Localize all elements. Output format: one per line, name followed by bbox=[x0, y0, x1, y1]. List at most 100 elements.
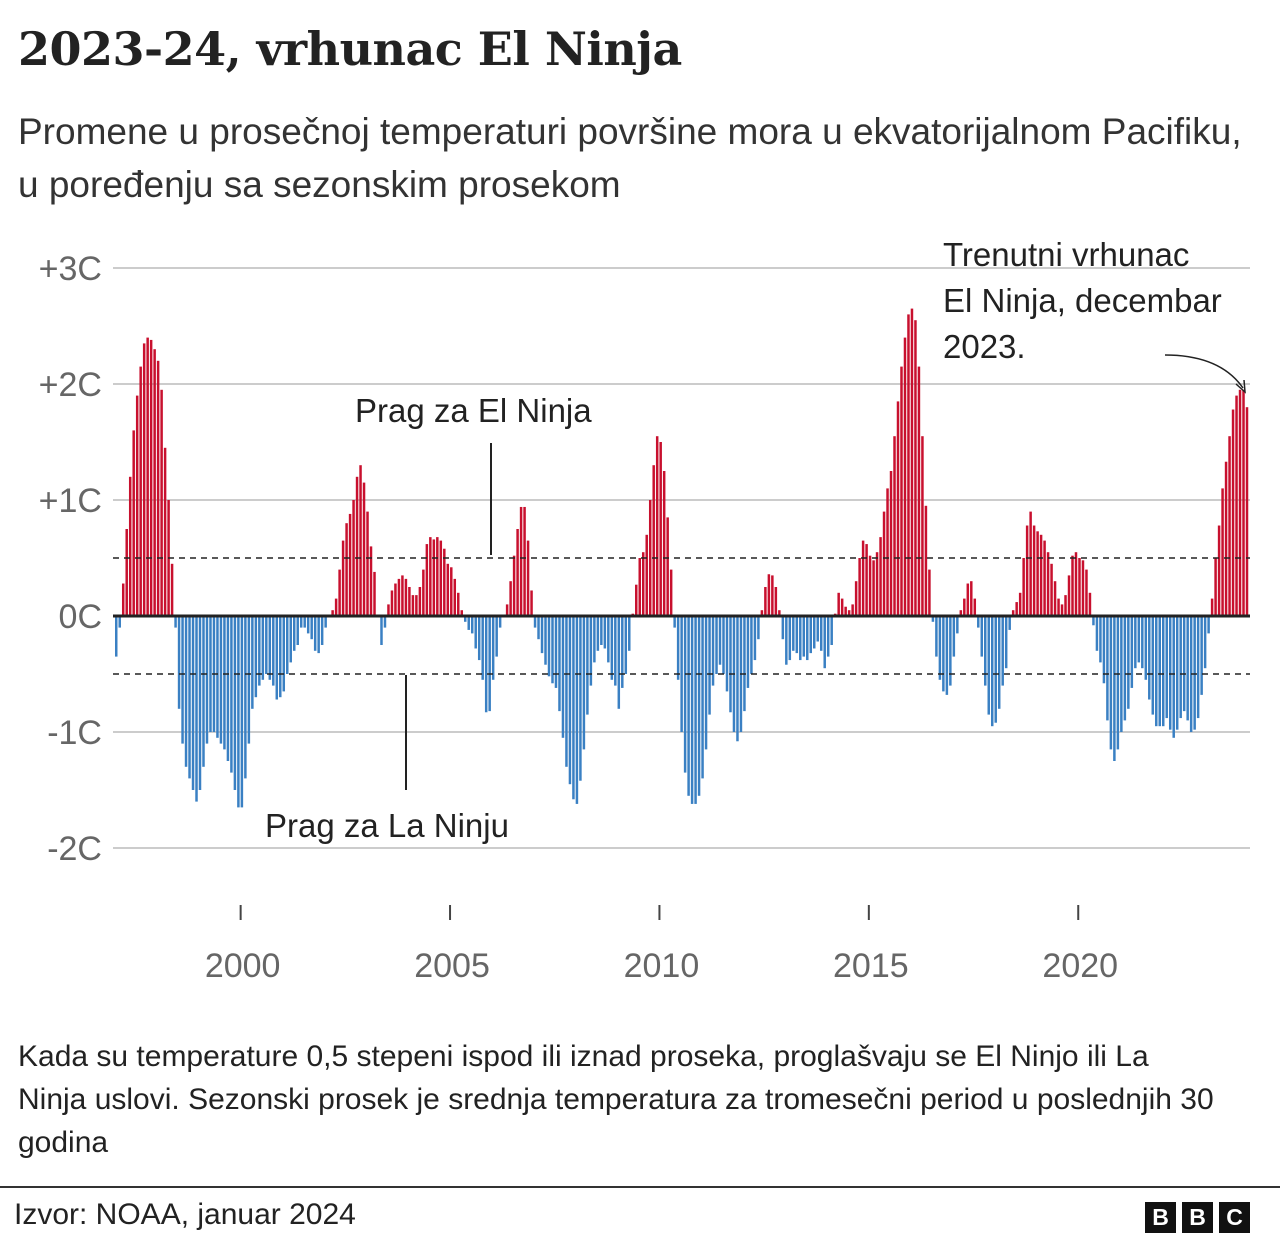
bar bbox=[1078, 558, 1081, 616]
bar bbox=[617, 616, 621, 709]
bar bbox=[125, 529, 128, 616]
bar bbox=[491, 616, 495, 680]
bar bbox=[1053, 581, 1057, 616]
bar bbox=[1165, 616, 1168, 719]
bar bbox=[1141, 616, 1144, 669]
bar bbox=[132, 430, 135, 616]
bar bbox=[799, 616, 802, 661]
bar bbox=[1245, 407, 1249, 616]
bar bbox=[844, 606, 847, 616]
bar bbox=[484, 616, 488, 713]
bar bbox=[404, 578, 408, 616]
bar bbox=[1217, 525, 1221, 616]
bar bbox=[209, 616, 212, 732]
bar bbox=[1158, 616, 1161, 727]
x-tick-label: 2015 bbox=[833, 947, 909, 985]
bar bbox=[526, 540, 530, 616]
bar bbox=[785, 616, 788, 665]
bar bbox=[251, 616, 254, 709]
annotation-la-nina: Prag za La Ninju bbox=[265, 675, 509, 844]
bar bbox=[641, 552, 645, 616]
bar bbox=[893, 436, 896, 616]
bar bbox=[1182, 616, 1186, 712]
bar bbox=[153, 349, 156, 616]
bar bbox=[401, 575, 404, 616]
bar bbox=[1067, 575, 1071, 616]
bar bbox=[247, 616, 251, 744]
bar bbox=[121, 583, 125, 616]
bar bbox=[1064, 595, 1067, 616]
bar bbox=[830, 616, 833, 645]
bar bbox=[258, 616, 261, 686]
bar bbox=[973, 598, 977, 616]
bar bbox=[474, 616, 477, 649]
bar bbox=[750, 616, 753, 674]
bar bbox=[603, 616, 607, 649]
bar bbox=[1025, 525, 1029, 616]
bar bbox=[1196, 616, 1200, 719]
bar bbox=[1099, 616, 1102, 663]
bar bbox=[673, 616, 676, 628]
bar bbox=[1162, 616, 1165, 727]
bar bbox=[415, 595, 418, 616]
bar bbox=[115, 616, 118, 657]
bar bbox=[1155, 616, 1158, 727]
bar bbox=[1015, 602, 1018, 616]
bar bbox=[1046, 552, 1050, 616]
bar bbox=[1074, 552, 1078, 616]
bar bbox=[628, 616, 631, 651]
bar bbox=[931, 616, 935, 622]
bar bbox=[1106, 616, 1109, 721]
bar bbox=[149, 339, 153, 616]
threshold-lines bbox=[113, 557, 1250, 675]
bar bbox=[575, 616, 579, 804]
bar bbox=[1151, 616, 1155, 715]
bar bbox=[886, 488, 889, 616]
bar bbox=[1207, 616, 1210, 634]
bar bbox=[1095, 616, 1099, 651]
bar bbox=[882, 511, 886, 616]
bar bbox=[757, 616, 760, 640]
bar bbox=[645, 534, 648, 616]
bar bbox=[1043, 540, 1046, 616]
bar bbox=[443, 548, 446, 616]
bar bbox=[568, 616, 572, 785]
el-nino-threshold-label: Prag za El Ninja bbox=[355, 392, 592, 429]
bar bbox=[272, 616, 275, 686]
chart-title: 2023-24, vrhunac El Ninja bbox=[18, 22, 682, 76]
bar bbox=[840, 598, 844, 616]
bar bbox=[233, 616, 237, 790]
bar bbox=[655, 436, 659, 616]
bar bbox=[718, 616, 722, 665]
bar bbox=[666, 517, 669, 616]
peak-annotation-text: Trenutni vrhunac El Ninja, decembar 2023. bbox=[943, 236, 1222, 365]
bar bbox=[701, 616, 704, 779]
bar bbox=[781, 616, 785, 640]
bar bbox=[662, 471, 666, 616]
bar bbox=[537, 616, 540, 640]
bar bbox=[551, 616, 554, 684]
bar bbox=[317, 616, 320, 654]
bar bbox=[139, 366, 142, 616]
divider bbox=[0, 1186, 1280, 1188]
bar bbox=[477, 616, 481, 661]
bar bbox=[676, 616, 680, 680]
bar bbox=[202, 616, 205, 767]
bar bbox=[198, 616, 202, 790]
bar bbox=[1081, 560, 1085, 616]
bar bbox=[1172, 616, 1175, 738]
bar bbox=[128, 476, 132, 616]
bar bbox=[743, 616, 746, 712]
bar bbox=[390, 590, 394, 616]
bar bbox=[422, 569, 425, 616]
bar bbox=[1231, 409, 1235, 616]
bar bbox=[530, 590, 533, 616]
bar bbox=[683, 616, 687, 773]
bar bbox=[219, 616, 223, 744]
bar bbox=[774, 587, 778, 616]
bar bbox=[509, 581, 512, 616]
bar bbox=[589, 616, 593, 686]
bar bbox=[446, 563, 450, 616]
bar bbox=[638, 558, 641, 616]
bar bbox=[299, 616, 303, 628]
